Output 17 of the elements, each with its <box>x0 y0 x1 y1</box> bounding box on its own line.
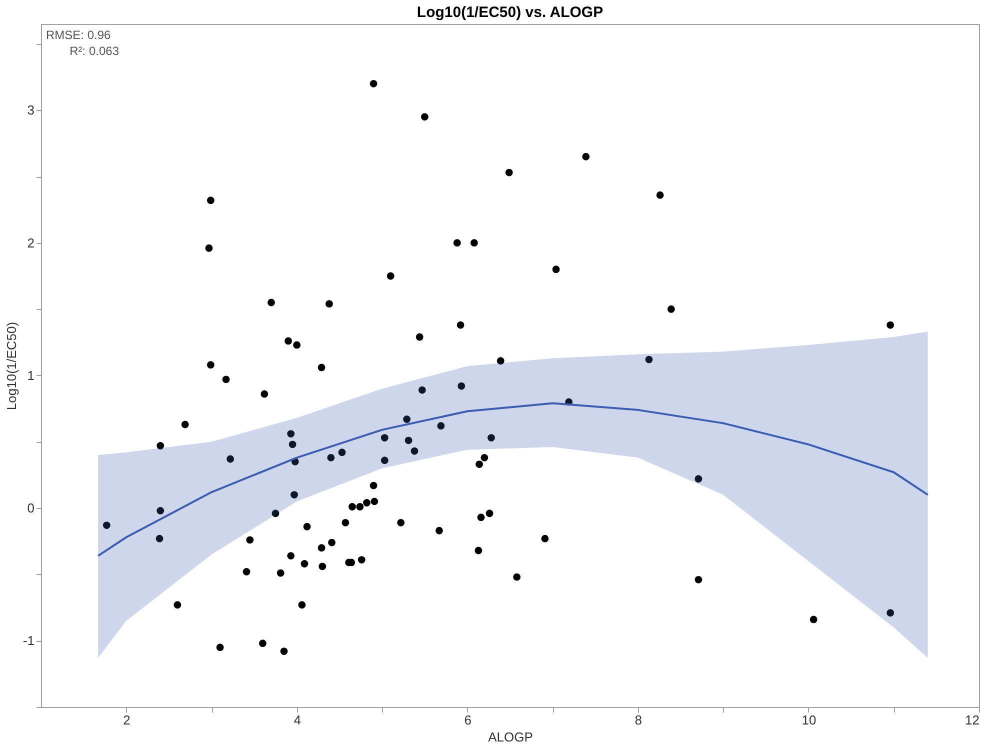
annotation: R²: 0.063 <box>70 44 120 58</box>
y-axis-title: Log10(1/EC50) <box>4 322 19 410</box>
x-tick-label: 12 <box>965 712 980 728</box>
chart-title: Log10(1/EC50) vs. ALOGP <box>416 4 604 21</box>
x-axis-title: ALOGP <box>488 730 533 744</box>
annotation: RMSE: 0.96 <box>46 28 112 42</box>
y-tick-label: -1 <box>22 633 34 648</box>
y-tick-label: 0 <box>27 500 34 516</box>
x-tick-label: 4 <box>294 712 301 728</box>
x-tick-label: 10 <box>802 712 816 728</box>
x-tick-label: 8 <box>634 712 642 728</box>
x-tick-label: 6 <box>464 712 472 728</box>
line-series <box>97 402 929 557</box>
y-tick-label: 2 <box>27 235 34 250</box>
y-tick-label: 1 <box>27 368 34 383</box>
x-tick-label: 2 <box>123 712 130 728</box>
y-tick-label: 3 <box>27 102 34 118</box>
